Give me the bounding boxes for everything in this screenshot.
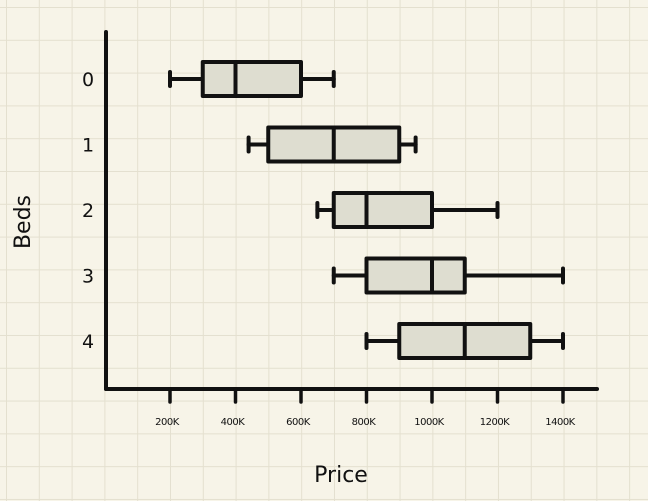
box-iqr: [200, 60, 303, 98]
y-category-label: 4: [82, 331, 94, 353]
x-axis-title: Price: [314, 463, 368, 488]
x-tick-label: 1200K: [480, 417, 510, 428]
box-group-beds-4: [364, 322, 565, 360]
x-tick-label: 600K: [286, 417, 311, 428]
x-tick-label: 400K: [221, 417, 246, 428]
x-tick-label: 1000K: [414, 417, 444, 428]
y-category-label: 3: [82, 266, 94, 288]
y-category-label: 1: [82, 135, 94, 157]
y-category-label: 2: [82, 200, 94, 222]
y-category-label: 0: [82, 69, 94, 91]
boxes-layer: [168, 60, 565, 360]
x-tick-label: 200K: [155, 417, 180, 428]
box-group-beds-0: [168, 60, 336, 98]
box-group-beds-1: [246, 125, 418, 164]
y-category-labels: 0 1 2 3 4: [82, 69, 94, 353]
box-iqr: [364, 256, 467, 295]
x-tick-label: 1400K: [545, 417, 575, 428]
x-ticks: 200K 400K 600K 800K 1000K 1200K 1400K: [155, 387, 576, 428]
y-axis-title: Beds: [11, 195, 36, 249]
box-group-beds-2: [315, 191, 500, 229]
box-iqr: [331, 191, 434, 229]
x-tick-label: 800K: [352, 417, 377, 428]
box-group-beds-3: [331, 256, 565, 295]
